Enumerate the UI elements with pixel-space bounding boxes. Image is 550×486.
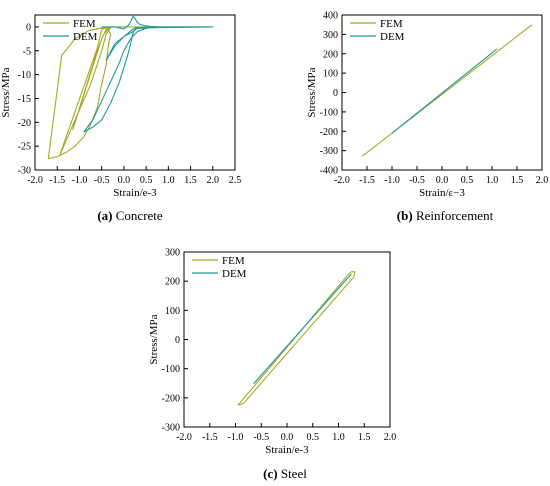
- concrete-x-tick-label: -2.0: [27, 175, 43, 186]
- concrete-y-tick-label: -20: [18, 118, 31, 129]
- reinforcement-legend-fem-label: FEM: [380, 18, 403, 30]
- steel-dem-series-line: [253, 273, 352, 385]
- steel-x-tick-label: 0.5: [307, 432, 320, 443]
- concrete-x-tick-label: 2.0: [207, 175, 220, 186]
- concrete-y-tick-label: -15: [18, 94, 31, 105]
- concrete-legend-fem-label: FEM: [73, 18, 96, 30]
- concrete-caption-label: (a): [97, 208, 112, 223]
- reinforcement-dem-series-line: [391, 48, 498, 134]
- reinforcement-legend: FEM DEM: [350, 18, 405, 43]
- reinforcement-x-tick-label: -2.0: [334, 175, 350, 186]
- concrete-x-tick-label: -1.5: [49, 175, 65, 186]
- steel-y-tick-label: -300: [162, 423, 180, 434]
- reinforcement-y-axis-label: Stress/MPa: [306, 67, 318, 117]
- concrete-panel: -2.0 -1.5 -1.0 -0.5 0.0 0.5 1.0 1.5 2.0 2.5 0 -5 -10…: [0, 14, 242, 223]
- reinforcement-y-tick-label: -400: [320, 166, 338, 177]
- steel-x-tick-label: -1.5: [202, 432, 218, 443]
- reinforcement-y-tick-label: -200: [320, 127, 338, 138]
- concrete-fem-series-line: [47, 26, 213, 160]
- reinforcement-x-tick-label: -0.5: [409, 175, 425, 186]
- concrete-x-tick-label: 1.0: [162, 175, 175, 186]
- reinforcement-caption-label: (b): [397, 208, 413, 223]
- reinforcement-x-tick-label: 2.0: [536, 175, 549, 186]
- reinforcement-ticks: -2.0 -1.5 -1.0 -0.5 0.0 0.5 1.0 1.5 2.0 400 300 200…: [320, 11, 549, 187]
- steel-fem-series-line: [237, 271, 356, 406]
- concrete-caption-text: Concrete: [113, 208, 163, 223]
- steel-y-tick-label: 0: [175, 335, 180, 346]
- reinforcement-x-axis-label: Strain/ε−3: [419, 187, 465, 199]
- concrete-x-tick-label: -0.5: [94, 175, 110, 186]
- steel-y-axis-label: Stress/MPa: [148, 314, 160, 364]
- concrete-legend: FEM DEM: [43, 18, 98, 43]
- steel-x-tick-label: 2.0: [384, 432, 397, 443]
- concrete-y-tick-label: -30: [18, 166, 31, 177]
- steel-legend-dem-label: DEM: [222, 268, 247, 280]
- steel-y-tick-label: -200: [162, 393, 180, 404]
- concrete-x-tick-label: 1.5: [184, 175, 197, 186]
- reinforcement-x-tick-label: 1.0: [486, 175, 499, 186]
- steel-lines: [237, 271, 356, 406]
- reinforcement-y-tick-label: 400: [323, 11, 338, 22]
- steel-y-tick-label: 100: [165, 306, 180, 317]
- reinforcement-y-tick-label: 0: [333, 88, 338, 99]
- steel-x-tick-label: -0.5: [253, 432, 269, 443]
- steel-x-axis-label: Strain/e-3: [265, 444, 309, 456]
- concrete-plot-frame: [34, 14, 236, 171]
- reinforcement-y-tick-label: 200: [323, 49, 338, 60]
- reinforcement-legend-dem-label: DEM: [380, 31, 405, 43]
- reinforcement-x-tick-label: 0.5: [461, 175, 474, 186]
- steel-x-tick-label: 1.0: [332, 432, 345, 443]
- concrete-y-tick-label: -10: [18, 70, 31, 81]
- reinforcement-caption-text: Reinforcement: [413, 208, 494, 223]
- steel-caption-text: Steel: [278, 466, 308, 481]
- reinforcement-lines: [361, 24, 533, 157]
- concrete-x-tick-label: -1.0: [72, 175, 88, 186]
- steel-x-tick-label: 0.0: [281, 432, 294, 443]
- reinforcement-x-tick-label: 1.5: [511, 175, 524, 186]
- concrete-x-tick-label: 0.5: [140, 175, 153, 186]
- reinforcement-caption: (b) Reinforcement: [397, 208, 494, 223]
- concrete-caption: (a) Concrete: [97, 208, 163, 223]
- concrete-legend-dem-label: DEM: [73, 31, 98, 43]
- concrete-x-axis-label: Strain/e-3: [113, 187, 157, 199]
- steel-plot-frame: [183, 251, 391, 428]
- concrete-y-tick-label: -5: [23, 46, 31, 57]
- reinforcement-y-tick-label: 100: [323, 69, 338, 80]
- reinforcement-plot-frame: [341, 14, 543, 171]
- reinforcement-x-tick-label: -1.5: [359, 175, 375, 186]
- concrete-x-tick-label: 2.5: [229, 175, 242, 186]
- reinforcement-x-tick-label: 0.0: [436, 175, 449, 186]
- steel-x-tick-label: -2.0: [176, 432, 192, 443]
- reinforcement-y-tick-label: 300: [323, 30, 338, 41]
- steel-legend: FEM DEM: [192, 255, 247, 280]
- reinforcement-x-tick-label: -1.0: [384, 175, 400, 186]
- reinforcement-panel: -2.0 -1.5 -1.0 -0.5 0.0 0.5 1.0 1.5 2.0 400 300 200…: [306, 11, 548, 224]
- steel-ticks: -2.0 -1.5 -1.0 -0.5 0.0 0.5 1.0 1.5 2.0 300 200 100…: [162, 248, 397, 444]
- steel-y-tick-label: 300: [165, 248, 180, 259]
- concrete-y-tick-label: 0: [26, 22, 31, 33]
- steel-x-tick-label: -1.0: [228, 432, 244, 443]
- steel-caption: (c) Steel: [263, 466, 307, 481]
- concrete-y-tick-label: -25: [18, 142, 31, 153]
- reinforcement-y-tick-label: -300: [320, 146, 338, 157]
- steel-caption-label: (c): [263, 466, 277, 481]
- steel-y-tick-label: -100: [162, 364, 180, 375]
- concrete-lines: [47, 15, 214, 160]
- reinforcement-y-tick-label: -100: [320, 107, 338, 118]
- steel-panel: -2.0 -1.5 -1.0 -0.5 0.0 0.5 1.0 1.5 2.0 300 200 100…: [148, 248, 396, 482]
- reinforcement-fem-series-line: [361, 24, 533, 157]
- concrete-y-axis-label: Stress/MPa: [0, 67, 12, 117]
- concrete-dem-series-line: [83, 15, 214, 133]
- steel-legend-fem-label: FEM: [222, 255, 245, 267]
- concrete-x-tick-label: 0.0: [118, 175, 131, 186]
- steel-y-tick-label: 200: [165, 277, 180, 288]
- steel-x-tick-label: 1.5: [358, 432, 371, 443]
